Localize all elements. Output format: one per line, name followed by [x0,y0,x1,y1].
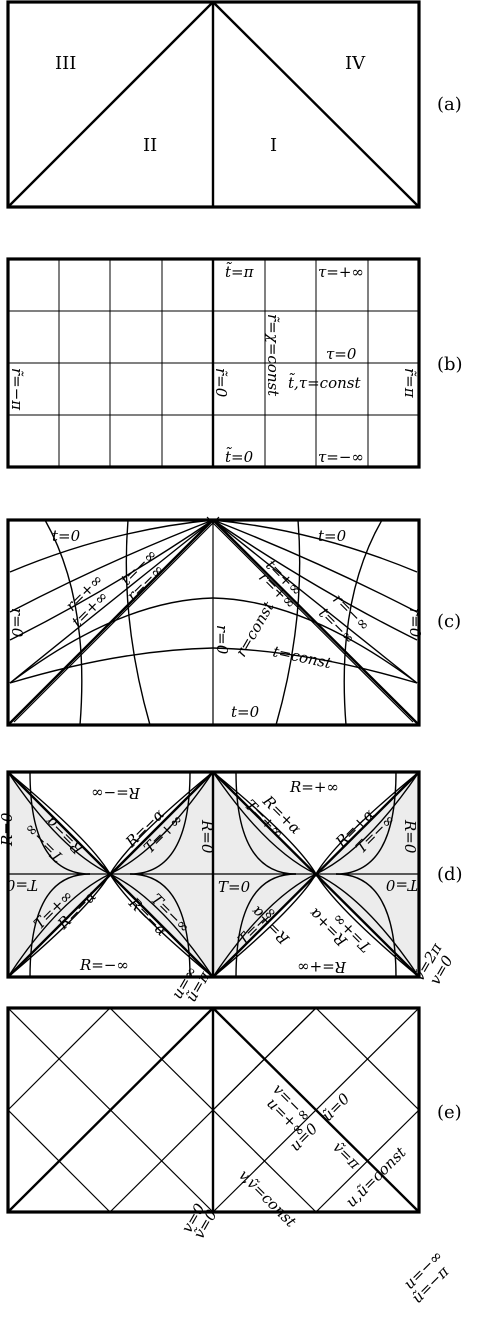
curve [129,771,191,875]
label-r-minus-pi: r̃=−π [8,368,26,411]
label-tau-minus-inf: τ=−∞ [318,448,364,466]
label-R-plus-inf-bottom: R=+∞ [297,958,347,976]
label-R-plus-inf-top: R=+∞ [289,778,339,796]
label-t-pi: t̃=π [225,262,255,281]
curve-r-const [212,647,418,684]
label-t-zero-right: t=0 [318,527,347,545]
label-t-const: t=const [271,642,334,672]
panel-a-left-diagonal [7,1,214,208]
curve-r-const [9,597,214,684]
curve-t-const [212,519,418,573]
panel-b: t̃=π τ=+∞ r̃=χ=const τ=0 r̃=−π r̃=0 t̃,τ… [6,257,463,469]
region-label-ii: II [143,135,157,156]
horizon-line [212,519,420,726]
label-r-zero-right: r=0 [406,608,424,638]
curve-r-const [9,647,214,684]
label-R-zero-left: R=0 [0,812,16,847]
label-vt-pi: ṽ=π [329,1138,364,1173]
panel-d-frame [6,770,421,979]
horizon-line [7,519,214,726]
panel-a-right-diagonal [212,1,420,208]
label-tau-plus-inf: τ=+∞ [318,263,364,281]
label-tau-zero: τ=0 [326,345,357,363]
region-label-iii: III [55,53,76,74]
label-t-zero-bottom: t=0 [231,703,260,721]
label-R-zero-mid: R=0 [198,819,216,854]
label-R-zero-right: R=0 [401,819,419,854]
label-r-zero-left: r=0 [8,608,26,638]
panel-e: u=∞ ũ=π ṽ=2π v=0 v=−∞ u=+∞ ũ=0 u=0 ṽ=π u… [6,939,462,1307]
null-line [212,1007,420,1213]
curve-t-const [343,519,383,726]
label-R-minus-inf-top: R=−∞ [91,784,141,802]
label-t-zero-left: t=0 [52,527,81,545]
curve-t-const [212,519,418,684]
null-line-bold [7,1007,214,1213]
panel-c-tag: (c) [437,611,461,632]
label-chi-const: r̃=χ=const [264,314,282,397]
label-ut-zero: ũ=0 [318,1089,354,1125]
label-T-zero-right: T=0 [385,876,418,894]
label-r-pi: r̃=π [401,368,419,399]
label-T-zero-mid: T=0 [218,878,251,896]
label-r-zero-mid: r=0 [213,625,231,655]
label-t-tau-const: t̃,τ=const [288,373,361,392]
panel-c: t=0 t=0 r=0 r=0 r=0 t=+∞ r=+∞ t=−∞ r=−∞ … [6,516,461,727]
label-r-zero: r̃=0 [212,368,230,398]
region-label-iv: IV [345,53,366,74]
curve [235,771,297,875]
label-v-vt-const: v,ṽ=const [235,1166,300,1231]
curve-t-const [9,519,214,684]
curve-t-const [212,519,418,641]
label-T-zero-left: T=0 [5,876,38,894]
curve-t-const [275,519,301,726]
curve-t-const [125,519,151,726]
panel-e-tag: (e) [437,1102,462,1123]
curve-t-const [9,519,214,573]
curve-t-const [9,519,214,641]
panel-c-frame [6,518,421,727]
panel-b-frame [6,257,421,469]
panel-b-tag: (b) [437,354,463,375]
panel-e-frame [6,1006,421,1214]
curve-t-const [44,519,83,726]
curve [335,771,397,875]
label-t-zero: t̃=0 [225,447,254,466]
panel-a: III II I IV (a) [6,0,462,209]
horizon-line [206,516,414,723]
curve-t-const [212,519,418,613]
curve-t-const [9,519,214,613]
panel-a-tag: (a) [437,94,462,115]
panel-d-tag: (d) [437,864,463,885]
horizon-line [13,516,220,723]
panel-d: R=−∞ R=+∞ T=−∞ R=−α R=−α T=+∞ T=+∞ R=+α … [0,770,463,979]
region-label-i: I [270,135,277,156]
label-R-minus-inf-bottom: R=−∞ [79,956,129,974]
